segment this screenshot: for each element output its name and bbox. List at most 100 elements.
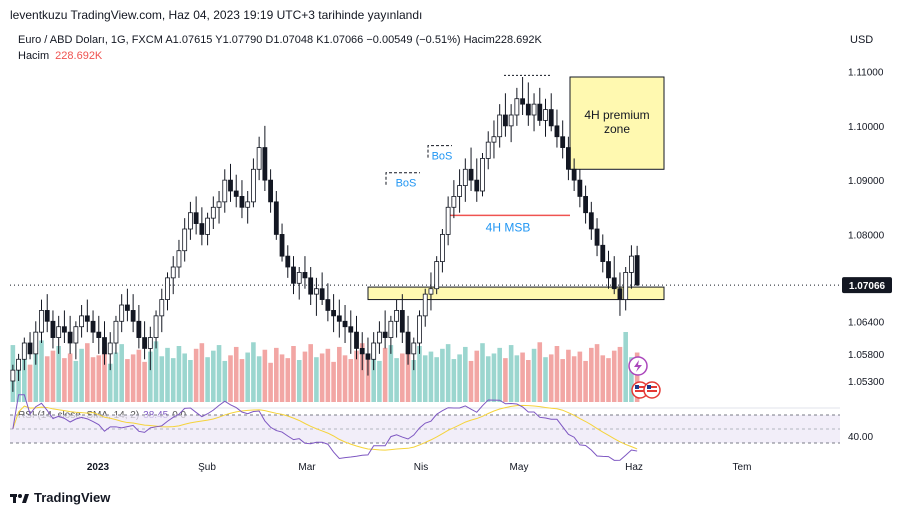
volume-legend: Hacim 228.692K — [18, 50, 102, 62]
volume-bar — [342, 355, 348, 402]
candle-body — [457, 185, 462, 197]
volume-bar — [268, 362, 273, 402]
candle — [543, 98, 548, 137]
volume-bar — [256, 356, 262, 402]
flag-icon-canton — [647, 385, 651, 389]
candle-body — [21, 342, 27, 360]
candle — [514, 87, 520, 126]
candle-body — [193, 212, 199, 224]
candle-body — [245, 201, 251, 208]
candle-body — [611, 277, 617, 290]
candle-body — [62, 326, 67, 333]
candle-body — [594, 228, 600, 246]
candle — [577, 169, 583, 208]
candle — [354, 315, 359, 360]
candle-body — [130, 310, 136, 322]
volume-bar — [629, 357, 634, 402]
currency-label[interactable]: USD — [850, 34, 874, 46]
candle-body — [468, 168, 474, 181]
candle — [634, 245, 640, 286]
candle — [554, 109, 560, 148]
candle-body — [142, 337, 147, 349]
candle-body — [531, 103, 537, 116]
time-tick-label: May — [510, 462, 529, 473]
volume-bar — [417, 346, 422, 402]
bos-label: BoS — [432, 151, 453, 163]
candle-body — [16, 358, 21, 371]
price-tick-label: 1.10000 — [848, 122, 885, 133]
flag-icon-stripe — [635, 386, 645, 388]
volume-bar — [85, 343, 90, 402]
volume-bar — [62, 358, 67, 402]
candle — [176, 239, 182, 278]
candle — [136, 305, 142, 349]
volume-bar — [548, 354, 554, 402]
candle-body — [577, 179, 583, 197]
price-axis[interactable]: 1.11000 1.10000 1.09000 1.08000 1.06400 1.058… — [842, 68, 892, 388]
bos-line — [427, 145, 452, 158]
candle-body — [583, 196, 588, 214]
volume-bar — [526, 360, 531, 402]
candle-body — [365, 353, 371, 360]
candle — [182, 218, 188, 262]
volume-bar — [27, 364, 33, 402]
candle — [359, 332, 365, 371]
candle — [50, 310, 56, 349]
candle-body — [314, 288, 319, 295]
volume-bar — [457, 354, 462, 402]
rsi-tick-label: 40.00 — [848, 432, 873, 443]
footer[interactable]: TradingView — [10, 490, 110, 505]
volume-bar — [142, 361, 147, 402]
price-tick-label: 1.08000 — [848, 230, 885, 241]
volume-bar — [480, 343, 485, 402]
lightning-icon — [628, 356, 648, 376]
time-axis[interactable]: 2023 Şub Mar Nis May Haz Tem — [87, 462, 752, 473]
candle-body — [90, 320, 96, 333]
candle — [27, 332, 33, 360]
candle — [79, 305, 84, 338]
candle — [170, 256, 176, 295]
event-icons[interactable] — [628, 356, 661, 399]
volume-bar — [422, 355, 428, 402]
candle — [497, 104, 503, 148]
volume-bar — [182, 353, 187, 402]
candle-body — [107, 342, 113, 355]
candle — [262, 125, 268, 191]
candle — [399, 294, 405, 343]
volume-bar — [148, 351, 153, 402]
volume-bar — [245, 352, 250, 402]
candle — [377, 321, 382, 354]
volume-bar — [440, 348, 445, 402]
time-tick-label: 2023 — [87, 462, 110, 473]
candle-body — [548, 109, 554, 127]
candle-body — [405, 331, 411, 355]
candle — [245, 191, 251, 224]
candle-body — [170, 266, 176, 279]
volume-bar — [606, 358, 611, 402]
candle — [193, 196, 199, 235]
candle-body — [480, 158, 485, 192]
candle-body — [474, 179, 480, 192]
volume-bar — [96, 355, 102, 402]
volume-bar — [199, 343, 205, 402]
candle-body — [262, 147, 268, 181]
candle — [600, 234, 606, 273]
candle — [96, 315, 102, 354]
candle — [308, 267, 314, 305]
candle — [474, 158, 480, 202]
candle — [428, 272, 434, 311]
volume-bar — [451, 359, 457, 402]
candle — [566, 136, 571, 181]
candle-body — [279, 234, 285, 257]
volume-bar — [560, 359, 565, 402]
candle-body — [147, 337, 153, 349]
candle — [560, 120, 566, 159]
time-tick-label: Şub — [198, 462, 216, 473]
candle — [531, 93, 537, 132]
volume-bar — [216, 345, 222, 402]
lightning-icon-bolt — [634, 360, 642, 372]
candle-body — [222, 179, 228, 203]
candle — [153, 310, 159, 349]
volume-bar — [136, 349, 142, 402]
